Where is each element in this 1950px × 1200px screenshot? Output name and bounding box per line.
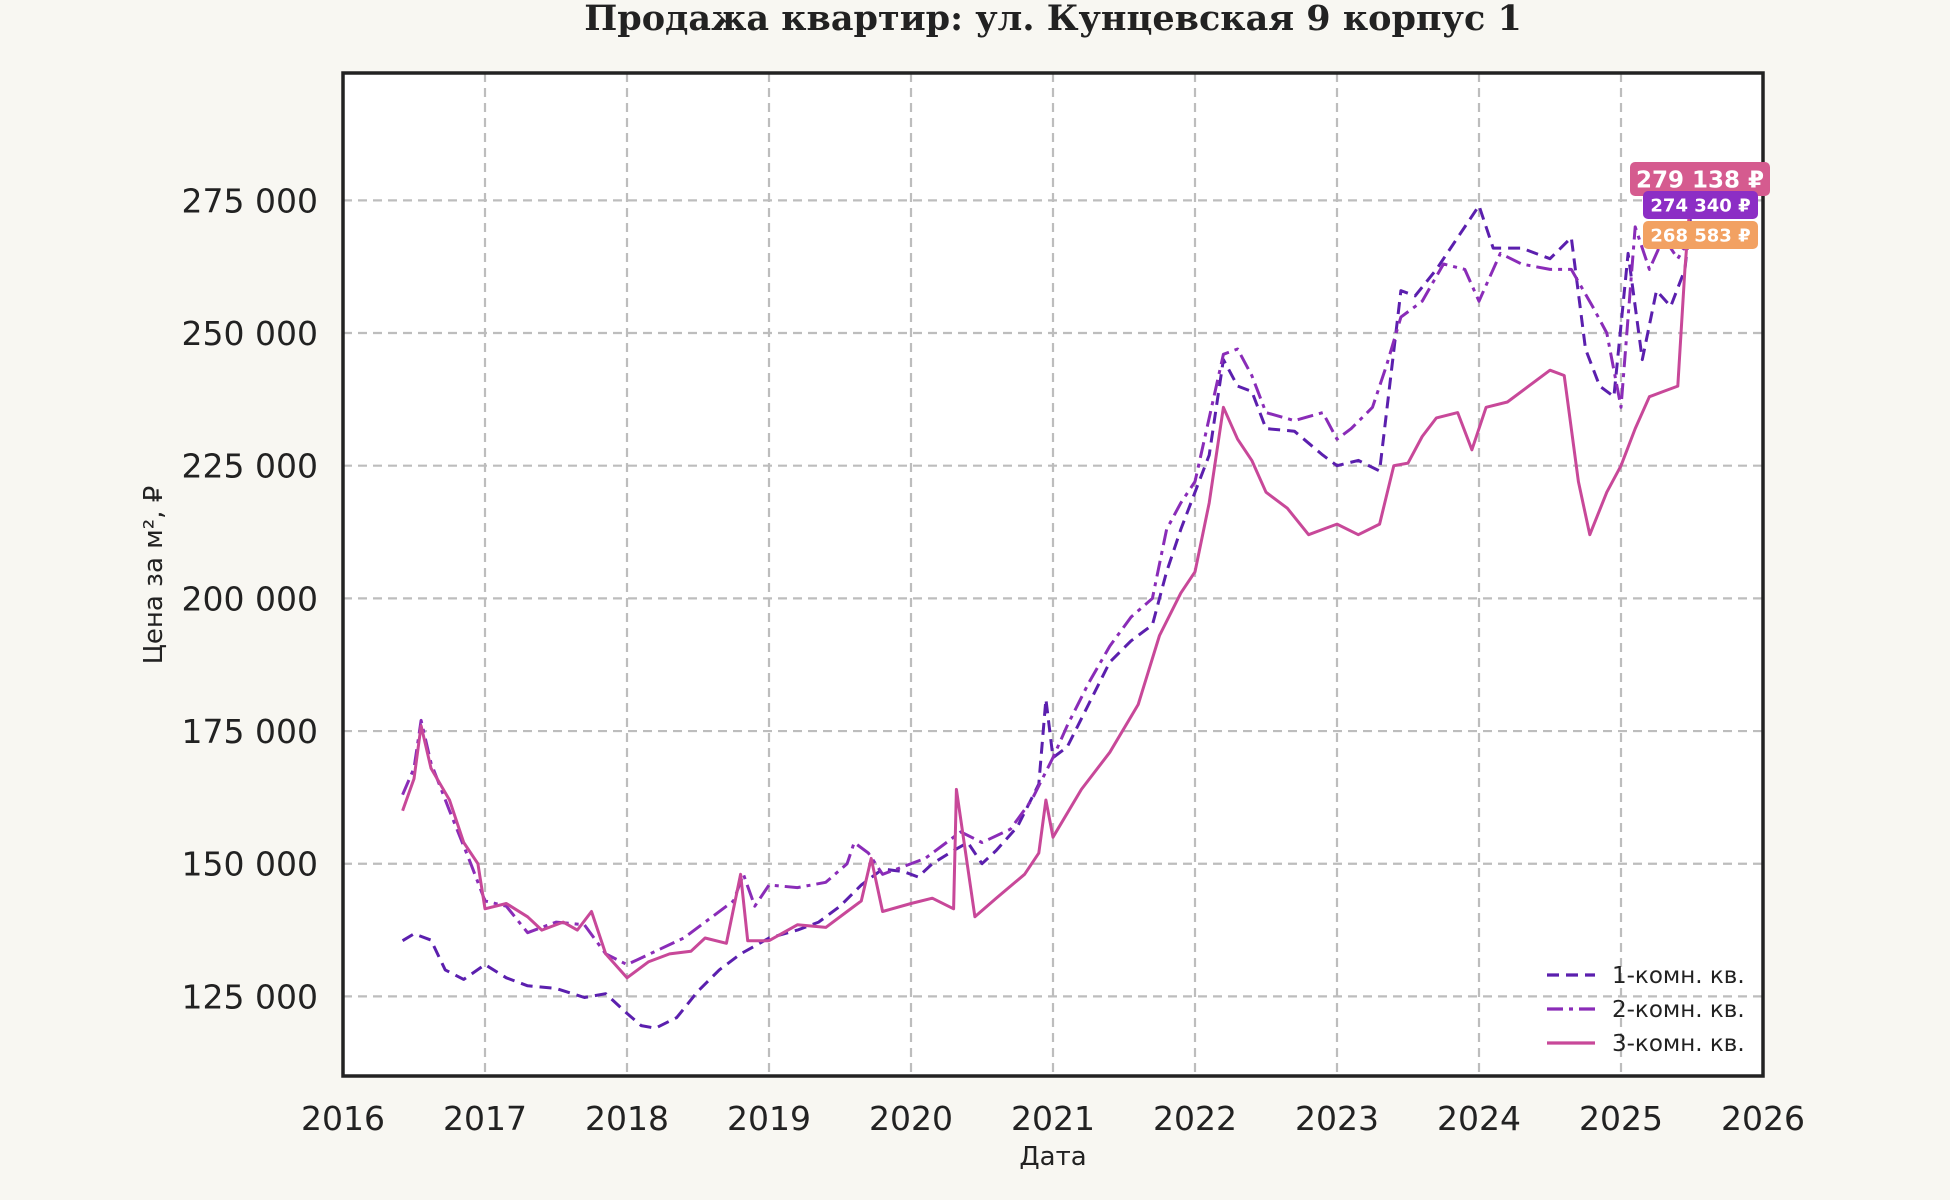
badge-text: 279 138 ₽ xyxy=(1636,167,1764,193)
x-axis-label: Дата xyxy=(1019,1142,1086,1172)
last-value-badge-1: 279 138 ₽ xyxy=(1630,162,1770,196)
x-tick-label: 2022 xyxy=(1153,1099,1237,1138)
y-tick-label: 150 000 xyxy=(182,845,318,884)
badge-background xyxy=(1643,221,1758,249)
series-line-3 xyxy=(401,178,1694,980)
y-tick-label: 175 000 xyxy=(182,712,318,751)
plot-frame xyxy=(341,71,1765,1078)
x-tick-label: 2016 xyxy=(301,1099,385,1138)
x-tick-label: 2019 xyxy=(727,1099,811,1138)
badge-text: 268 583 ₽ xyxy=(1650,225,1750,246)
legend-label: 1-комн. кв. xyxy=(1612,963,1745,989)
last-value-badge-2: 274 340 ₽ xyxy=(1643,191,1758,219)
x-tick-label: 2017 xyxy=(443,1099,527,1138)
x-tick-label: 2025 xyxy=(1579,1099,1663,1138)
last-value-badge-3: 268 583 ₽ xyxy=(1643,221,1758,249)
x-tick-label: 2021 xyxy=(1011,1099,1095,1138)
y-tick-label: 250 000 xyxy=(182,314,318,353)
y-axis-label: Цена за м², ₽ xyxy=(139,486,169,665)
y-axis-ticks: 125 000 150 000 175 000 200 000 225 000 250 0… xyxy=(182,181,318,1016)
series-line-2 xyxy=(401,225,1694,967)
x-tick-label: 2023 xyxy=(1295,1099,1379,1138)
badge-background xyxy=(1643,191,1758,219)
y-tick-label: 200 000 xyxy=(182,579,318,618)
x-tick-label: 2026 xyxy=(1721,1099,1805,1138)
series-layer xyxy=(401,178,1694,1030)
badge-text: 274 340 ₽ xyxy=(1650,195,1750,216)
y-tick-label: 125 000 xyxy=(182,977,318,1016)
badge-background xyxy=(1630,162,1770,196)
legend: 1-комн. кв. 2-комн. кв. 3-комн. кв. xyxy=(1547,963,1745,1057)
legend-label: 2-комн. кв. xyxy=(1612,997,1745,1023)
last-value-badges: 279 138 ₽274 340 ₽ 268 583 ₽ xyxy=(1630,162,1770,249)
legend-label: 3-комн. кв. xyxy=(1612,1031,1745,1057)
x-tick-label: 2024 xyxy=(1437,1099,1521,1138)
chart-title: Продажа квартир: ул. Кунцевская 9 корпус… xyxy=(584,0,1522,39)
y-tick-label: 275 000 xyxy=(182,181,318,220)
x-tick-label: 2018 xyxy=(585,1099,669,1138)
x-axis-ticks: 2016 2017 2018 2019 2020 2021 2022 2023 2024 2025… xyxy=(301,1099,1805,1138)
x-tick-label: 2020 xyxy=(869,1099,953,1138)
y-tick-label: 225 000 xyxy=(182,447,318,486)
